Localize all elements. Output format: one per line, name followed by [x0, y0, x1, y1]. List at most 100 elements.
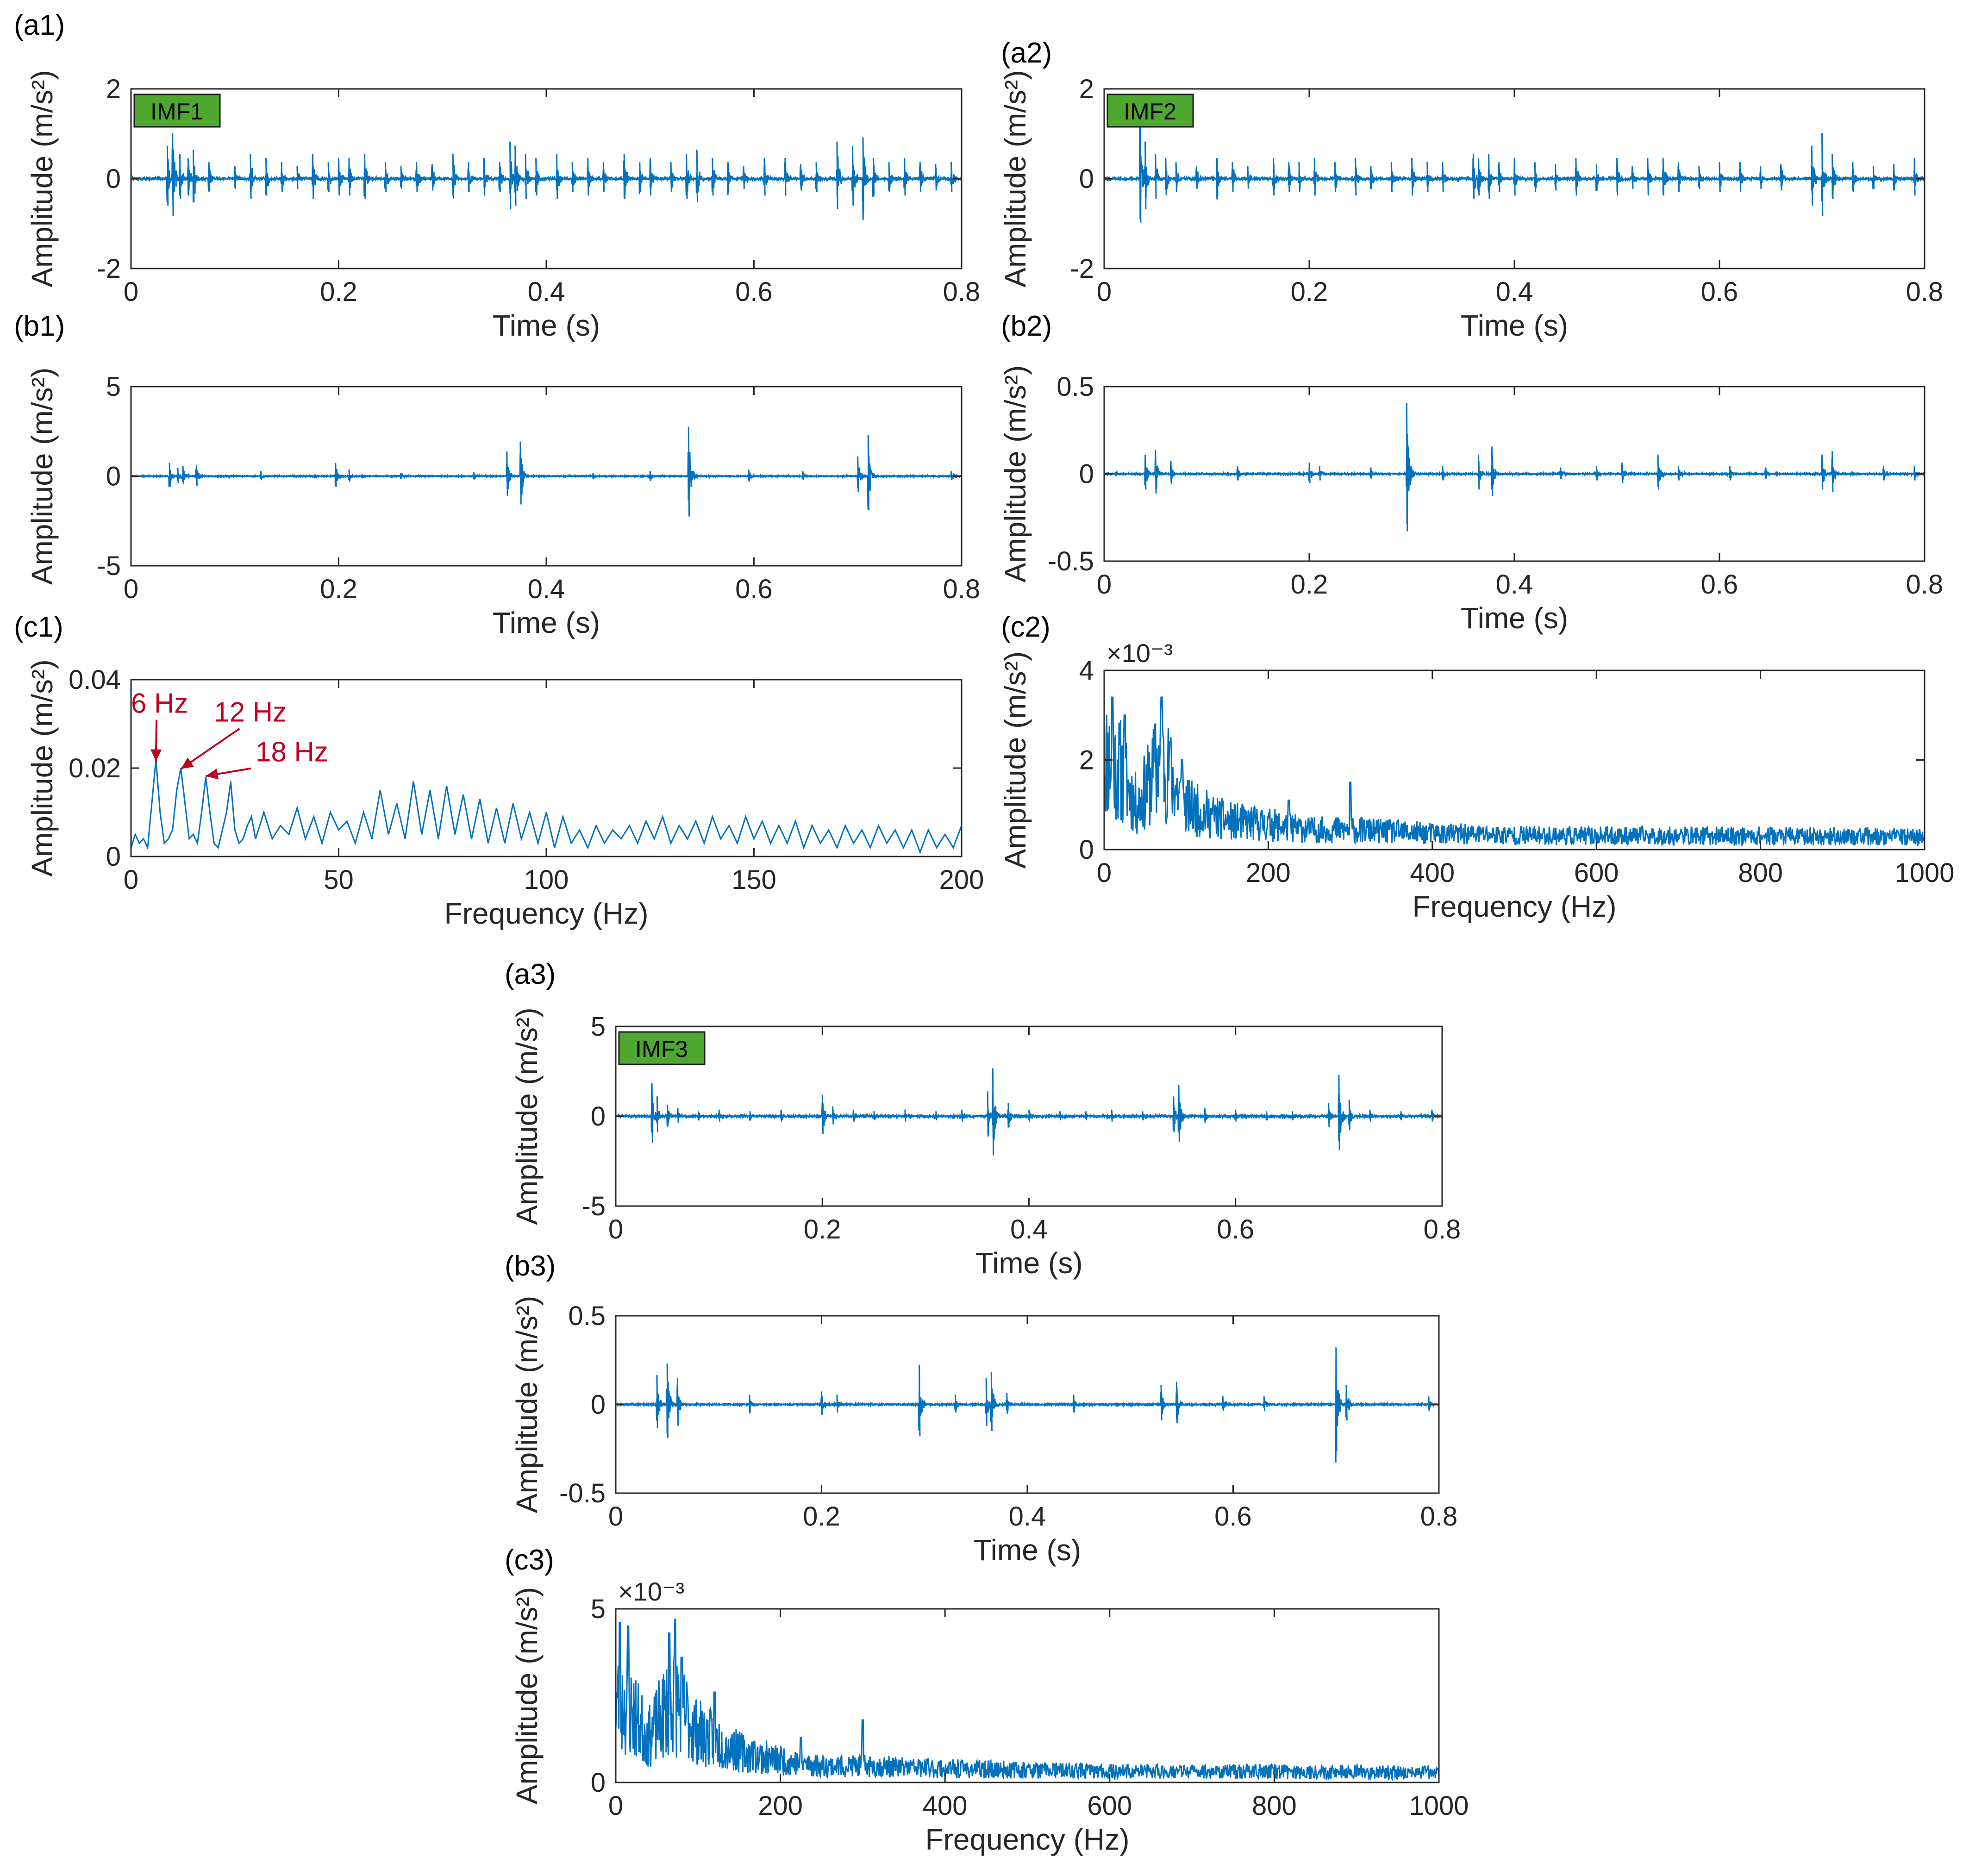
- y-tick-label: -2: [1070, 254, 1094, 284]
- x-tick-label: 200: [1246, 858, 1291, 888]
- imf-tag: IMF3: [618, 1031, 706, 1065]
- x-tick-label: 0.6: [1701, 277, 1738, 307]
- x-tick-label: 400: [1410, 858, 1455, 888]
- x-tick-label: 1000: [1409, 1791, 1469, 1821]
- series-line: [616, 1619, 1439, 1782]
- y-tick-label: 5: [591, 1012, 606, 1042]
- series-line: [1104, 120, 1925, 223]
- series-line: [616, 1347, 1439, 1463]
- x-tick-label: 0.2: [804, 1214, 841, 1244]
- x-tick-label: 0.4: [1010, 1214, 1048, 1244]
- annotation: 18 Hz: [206, 737, 328, 780]
- x-tick-label: 0.6: [735, 574, 773, 604]
- chart-panel-c1: (c1) 0 50 100 150 200 0 0.02 0.04 Frequency (Hz) A…: [14, 611, 984, 930]
- x-tick-label: 0.2: [803, 1501, 840, 1532]
- x-tick-label: 800: [1738, 858, 1783, 888]
- y-tick-label: 2: [1079, 745, 1094, 775]
- x-tick-label: 0.4: [528, 574, 565, 604]
- series-line: [1104, 403, 1925, 532]
- x-axis-label: Time (s): [1461, 601, 1568, 635]
- y-tick-label: 0: [591, 1390, 606, 1420]
- panel-label: (b2): [1001, 310, 1052, 342]
- annotation: 12 Hz: [180, 697, 287, 770]
- annotation-arrow-head: [150, 749, 162, 762]
- y-tick-label: 5: [106, 372, 121, 402]
- y-tick-label: 0: [1079, 459, 1094, 489]
- x-tick-label: 0: [608, 1501, 623, 1532]
- x-axis-label: Time (s): [975, 1246, 1082, 1280]
- x-tick-label: 0.4: [1496, 277, 1533, 307]
- x-axis-label: Time (s): [493, 606, 600, 639]
- y-tick-label: 2: [106, 74, 121, 104]
- y-tick-label: 0.5: [1056, 372, 1094, 402]
- x-axis-label: Frequency (Hz): [925, 1823, 1130, 1856]
- x-axis-label: Frequency (Hz): [1413, 890, 1617, 923]
- axis-exponent: ×10⁻³: [618, 1577, 684, 1606]
- annotation-arrow-head: [206, 769, 219, 780]
- y-axis-label: Amplitude (m/s²): [25, 70, 59, 287]
- x-tick-label: 0.8: [1906, 277, 1944, 307]
- y-tick-label: 0: [106, 462, 121, 492]
- panel-label: (b1): [14, 310, 65, 342]
- y-axis-label: Amplitude (m/s²): [25, 659, 59, 876]
- x-tick-label: 0.2: [1291, 277, 1328, 307]
- panel-label: (a3): [505, 958, 556, 990]
- imf-tag-label: IMF3: [635, 1036, 688, 1062]
- x-tick-label: 0: [1097, 858, 1112, 888]
- annotation-arrow-head: [181, 757, 194, 769]
- y-tick-label: 0: [106, 842, 121, 872]
- series-line: [131, 426, 962, 517]
- x-tick-label: 0.8: [943, 277, 981, 307]
- y-tick-label: -2: [97, 254, 121, 284]
- imf-tag-box: [133, 94, 221, 128]
- x-axis-label: Time (s): [1461, 309, 1568, 342]
- y-tick-label: 0: [106, 164, 121, 194]
- x-axis-label: Time (s): [974, 1533, 1081, 1567]
- y-tick-label: 5: [591, 1594, 606, 1624]
- imf-tag: IMF2: [1106, 94, 1194, 128]
- x-tick-label: 600: [1087, 1791, 1132, 1821]
- y-axis-label: Amplitude (m/s²): [510, 1007, 544, 1225]
- axis-exponent: ×10⁻³: [1106, 638, 1173, 668]
- y-axis-label: Amplitude (m/s²): [25, 368, 59, 585]
- y-tick-label: 0: [1079, 835, 1094, 865]
- x-tick-label: 0.6: [1217, 1214, 1254, 1244]
- imf-tag: IMF1: [133, 94, 221, 128]
- y-axis-label: Amplitude (m/s²): [510, 1587, 544, 1804]
- x-tick-label: 0: [608, 1214, 623, 1244]
- x-tick-label: 0.6: [735, 277, 773, 307]
- chart-panel-c2: (c2) 0 200 400 600 800 1000 0 2 4 Frequency (Hz) Am…: [999, 611, 1955, 923]
- x-tick-label: 0: [124, 277, 138, 307]
- imf-tag-box: [618, 1031, 706, 1065]
- annotation-label: 18 Hz: [256, 737, 328, 768]
- x-tick-label: 1000: [1894, 858, 1954, 888]
- x-tick-label: 600: [1574, 858, 1619, 888]
- x-tick-label: 0.2: [320, 574, 357, 604]
- y-tick-label: 0.04: [69, 665, 121, 695]
- x-tick-label: 0.2: [320, 277, 357, 307]
- x-tick-label: 0: [608, 1791, 623, 1821]
- series-line: [1104, 696, 1925, 847]
- x-axis-label: Frequency (Hz): [444, 897, 649, 930]
- y-tick-label: 0: [591, 1768, 606, 1798]
- x-tick-label: 0: [1097, 569, 1112, 600]
- x-tick-label: 0.8: [1424, 1214, 1461, 1244]
- x-tick-label: 200: [939, 865, 984, 895]
- panel-label: (c2): [1001, 611, 1050, 643]
- y-axis-label: Amplitude (m/s²): [999, 70, 1032, 287]
- y-tick-label: 0: [1079, 164, 1094, 194]
- annotation-label: 12 Hz: [214, 697, 287, 728]
- series-line: [131, 133, 962, 220]
- y-tick-label: -0.5: [559, 1478, 606, 1508]
- x-tick-label: 0.2: [1291, 569, 1328, 600]
- y-axis-label: Amplitude (m/s²): [999, 365, 1032, 582]
- panel-label: (c1): [14, 611, 63, 643]
- panel-label: (b3): [505, 1250, 556, 1282]
- x-tick-label: 400: [923, 1791, 968, 1821]
- x-tick-label: 200: [758, 1791, 803, 1821]
- panel-label: (a2): [1001, 37, 1052, 69]
- y-tick-label: 0.5: [568, 1301, 606, 1331]
